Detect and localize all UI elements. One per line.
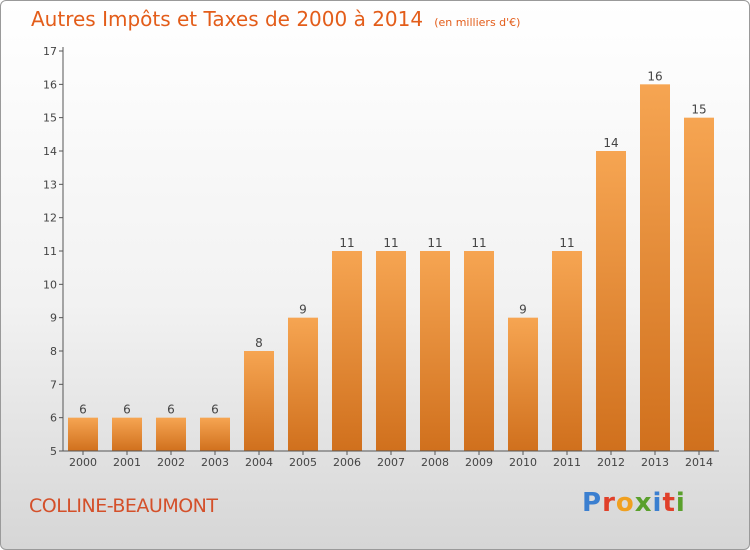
x-tick-label: 2002 [157, 456, 185, 469]
x-tick-label: 2001 [113, 456, 141, 469]
logo-letter: r [602, 488, 616, 518]
bar [420, 251, 450, 451]
chart-subtitle: (en milliers d'€) [434, 16, 521, 29]
bar [640, 84, 670, 451]
y-tick-label: 17 [43, 45, 57, 58]
y-tick-label: 11 [43, 245, 57, 258]
x-tick-label: 2004 [245, 456, 273, 469]
logo-letter: P [582, 488, 603, 518]
y-tick-label: 15 [43, 112, 57, 125]
bar-value-label: 14 [603, 136, 618, 150]
bar [112, 417, 142, 451]
chart-title-block: Autres Impôts et Taxes de 2000 à 2014 (e… [31, 7, 520, 31]
bar-value-label: 6 [79, 403, 87, 417]
x-tick-label: 2014 [685, 456, 713, 469]
y-tick-label: 16 [43, 78, 57, 91]
bar [464, 251, 494, 451]
bar-value-label: 16 [647, 69, 662, 83]
bar-value-label: 9 [519, 303, 527, 317]
bar [68, 417, 98, 451]
commune-name: COLLINE-BEAUMONT [29, 495, 218, 517]
x-tick-label: 2011 [553, 456, 581, 469]
y-tick-label: 7 [50, 378, 57, 391]
x-tick-label: 2006 [333, 456, 361, 469]
bar [596, 151, 626, 451]
bar [156, 417, 186, 451]
y-tick-label: 12 [43, 212, 57, 225]
bar-value-label: 11 [339, 236, 354, 250]
x-tick-label: 2007 [377, 456, 405, 469]
logo-letter: i [652, 488, 663, 518]
y-tick-label: 14 [43, 145, 57, 158]
bar [200, 417, 230, 451]
x-tick-label: 2003 [201, 456, 229, 469]
x-tick-label: 2013 [641, 456, 669, 469]
x-tick-label: 2008 [421, 456, 449, 469]
logo-letter: i [675, 488, 686, 518]
chart-title: Autres Impôts et Taxes de 2000 à 2014 [31, 7, 424, 31]
bar [244, 351, 274, 451]
bar-value-label: 11 [383, 236, 398, 250]
bar-value-label: 8 [255, 336, 263, 350]
x-tick-label: 2012 [597, 456, 625, 469]
bar [376, 251, 406, 451]
y-tick-label: 5 [50, 445, 57, 458]
bar-value-label: 9 [299, 303, 307, 317]
bar [508, 317, 538, 451]
x-tick-label: 2009 [465, 456, 493, 469]
bar-value-label: 15 [691, 103, 706, 117]
bar-value-label: 6 [123, 403, 131, 417]
bar-value-label: 6 [167, 403, 175, 417]
bar [552, 251, 582, 451]
bar [684, 117, 714, 452]
x-tick-label: 2005 [289, 456, 317, 469]
bar-value-label: 6 [211, 403, 219, 417]
proxiti-logo: Proxiti [582, 488, 686, 518]
x-tick-label: 2000 [69, 456, 97, 469]
bar-value-label: 11 [559, 236, 574, 250]
bar-value-label: 11 [471, 236, 486, 250]
logo-letter: x [634, 488, 653, 518]
y-tick-label: 10 [43, 278, 57, 291]
y-tick-label: 9 [50, 312, 57, 325]
logo-letter: o [615, 488, 635, 518]
logo-letter: t [662, 488, 676, 518]
y-tick-label: 6 [50, 412, 57, 425]
bar-value-label: 11 [427, 236, 442, 250]
y-tick-label: 13 [43, 178, 57, 191]
bar [288, 317, 318, 451]
bar [332, 251, 362, 451]
x-tick-label: 2010 [509, 456, 537, 469]
y-tick-label: 8 [50, 345, 57, 358]
